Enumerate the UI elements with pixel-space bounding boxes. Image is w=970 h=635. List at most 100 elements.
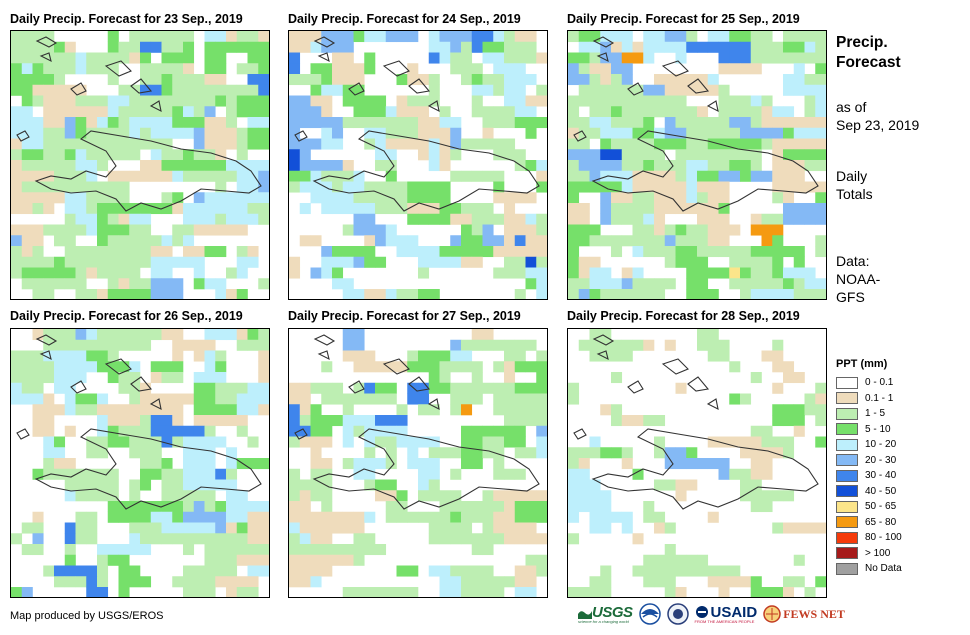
- precip-cell: [428, 84, 440, 96]
- precip-cell: [129, 372, 141, 384]
- precip-cell: [621, 350, 633, 362]
- precip-cell: [461, 522, 473, 534]
- precip-cell: [450, 350, 462, 362]
- precip-cell: [407, 181, 419, 193]
- precip-cell: [364, 393, 376, 405]
- precip-cell: [11, 361, 23, 373]
- precip-cell: [643, 106, 655, 118]
- precip-cell: [32, 235, 44, 247]
- precip-cell: [385, 224, 397, 236]
- precip-cell: [428, 533, 440, 545]
- precip-cell: [172, 117, 184, 129]
- precip-cell: [589, 490, 601, 502]
- precip-cell: [118, 192, 130, 204]
- precip-cell: [364, 458, 376, 470]
- precip-cell: [632, 224, 644, 236]
- precip-cell: [385, 479, 397, 491]
- precip-cell: [161, 267, 173, 279]
- precip-cell: [450, 576, 462, 588]
- precip-cell: [150, 74, 162, 86]
- precip-cell: [97, 544, 109, 556]
- island-outline: [573, 130, 587, 142]
- precip-cell: [310, 533, 322, 545]
- precip-cell: [793, 576, 805, 588]
- precip-cell: [375, 31, 387, 43]
- legend-label: 80 - 100: [865, 532, 902, 544]
- precip-cell: [750, 31, 762, 43]
- precip-cell: [183, 224, 195, 236]
- precip-cell: [97, 235, 109, 247]
- precip-cell: [310, 170, 322, 182]
- precip-cell: [258, 84, 269, 96]
- precip-cell: [215, 544, 227, 556]
- precip-cell: [740, 127, 752, 139]
- precip-cell: [172, 533, 184, 545]
- precip-cell: [804, 587, 816, 597]
- precip-cell: [783, 246, 795, 258]
- precip-cell: [215, 382, 227, 394]
- precip-cell: [525, 393, 537, 405]
- precip-cell: [183, 436, 195, 448]
- precip-cell: [536, 533, 547, 545]
- precip-cell: [439, 501, 451, 513]
- legend-item: 50 - 65: [836, 499, 902, 515]
- precip-cell: [86, 468, 98, 480]
- precip-cell: [514, 63, 526, 75]
- precip-cell: [172, 393, 184, 405]
- precip-cell: [600, 52, 612, 64]
- precip-cell: [740, 52, 752, 64]
- precip-cell: [611, 404, 623, 416]
- precip-cell: [32, 224, 44, 236]
- precip-cell: [504, 576, 516, 588]
- precip-cell: [32, 361, 44, 373]
- precip-cell: [654, 41, 666, 53]
- precip-cell: [514, 565, 526, 577]
- precip-cell: [525, 256, 537, 268]
- precip-cell: [258, 404, 269, 416]
- precip-cell: [504, 361, 516, 373]
- precip-cell: [621, 203, 633, 215]
- precip-cell: [493, 533, 505, 545]
- precip-cell: [204, 544, 216, 556]
- precip-cell: [21, 235, 33, 247]
- precip-cell: [32, 74, 44, 86]
- legend-swatch: [836, 454, 858, 467]
- precip-cell: [129, 213, 141, 225]
- precip-cell: [204, 490, 216, 502]
- precip-cell: [600, 203, 612, 215]
- precip-cell: [686, 170, 698, 182]
- precip-cell: [504, 339, 516, 351]
- precip-cell: [375, 490, 387, 502]
- precip-cell: [204, 458, 216, 470]
- legend-swatch: [836, 438, 858, 451]
- precip-cell: [32, 544, 44, 556]
- precip-cell: [471, 224, 483, 236]
- precip-cell: [247, 63, 259, 75]
- precip-cell: [471, 31, 483, 43]
- precip-cell: [686, 278, 698, 290]
- precip-cell: [183, 339, 195, 351]
- precip-cell: [32, 84, 44, 96]
- precip-cell: [482, 106, 494, 118]
- precip-cell: [129, 235, 141, 247]
- precip-cell: [589, 106, 601, 118]
- precip-cell: [643, 127, 655, 139]
- precip-cell: [407, 350, 419, 362]
- precip-cell: [215, 372, 227, 384]
- precip-cell: [11, 31, 23, 43]
- precip-cell: [493, 63, 505, 75]
- precip-cell: [161, 170, 173, 182]
- precip-cell: [118, 84, 130, 96]
- precip-cell: [461, 213, 473, 225]
- precip-cell: [321, 533, 333, 545]
- precip-cell: [385, 170, 397, 182]
- precip-cell: [118, 181, 130, 193]
- precip-cell: [118, 95, 130, 107]
- precip-cell: [514, 425, 526, 437]
- precip-cell: [621, 522, 633, 534]
- precip-cell: [664, 127, 676, 139]
- usaid-tagline: FROM THE AMERICAN PEOPLE: [694, 618, 755, 624]
- precip-cell: [226, 382, 238, 394]
- precip-cell: [718, 160, 730, 172]
- precip-cell: [493, 170, 505, 182]
